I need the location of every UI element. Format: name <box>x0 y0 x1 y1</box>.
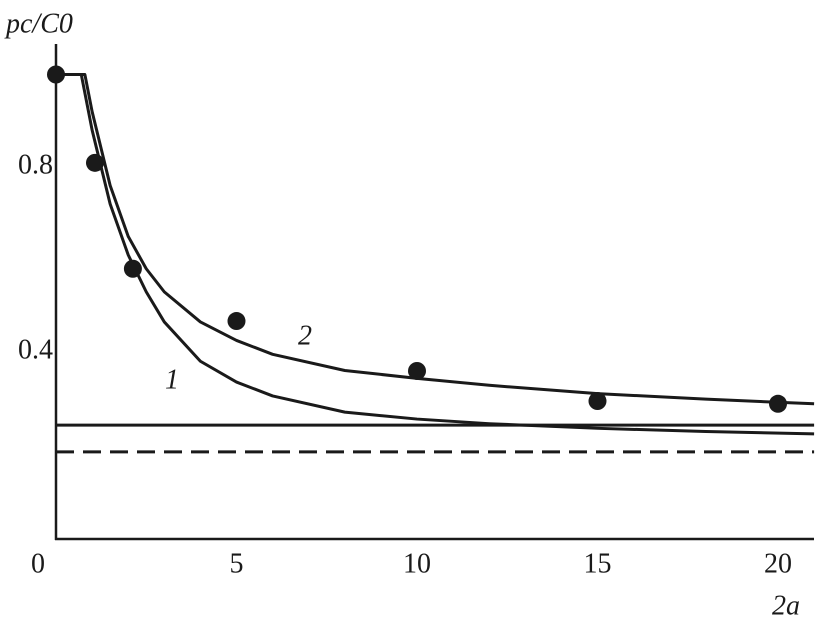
data-point <box>588 392 607 411</box>
data-point <box>85 153 104 172</box>
x-tick-label: 10 <box>403 548 431 579</box>
x-axis-label: 2a <box>772 590 800 621</box>
curve <box>56 73 815 406</box>
curve-label: 2 <box>298 320 312 351</box>
x-tick-label: 15 <box>584 548 612 579</box>
data-point <box>227 312 246 331</box>
curve-label: 1 <box>165 364 179 395</box>
data-point <box>408 361 426 380</box>
data-point <box>123 259 142 278</box>
data-point <box>47 65 65 84</box>
y-tick-label: 0.8 <box>18 149 53 180</box>
x-tick-label: 20 <box>764 548 792 579</box>
data-point <box>769 394 787 413</box>
x-tick-label: 0 <box>31 548 45 579</box>
y-axis-label: pc/C0 <box>4 8 73 39</box>
y-tick-label: 0.4 <box>18 334 53 365</box>
x-tick-label: 5 <box>230 548 244 579</box>
